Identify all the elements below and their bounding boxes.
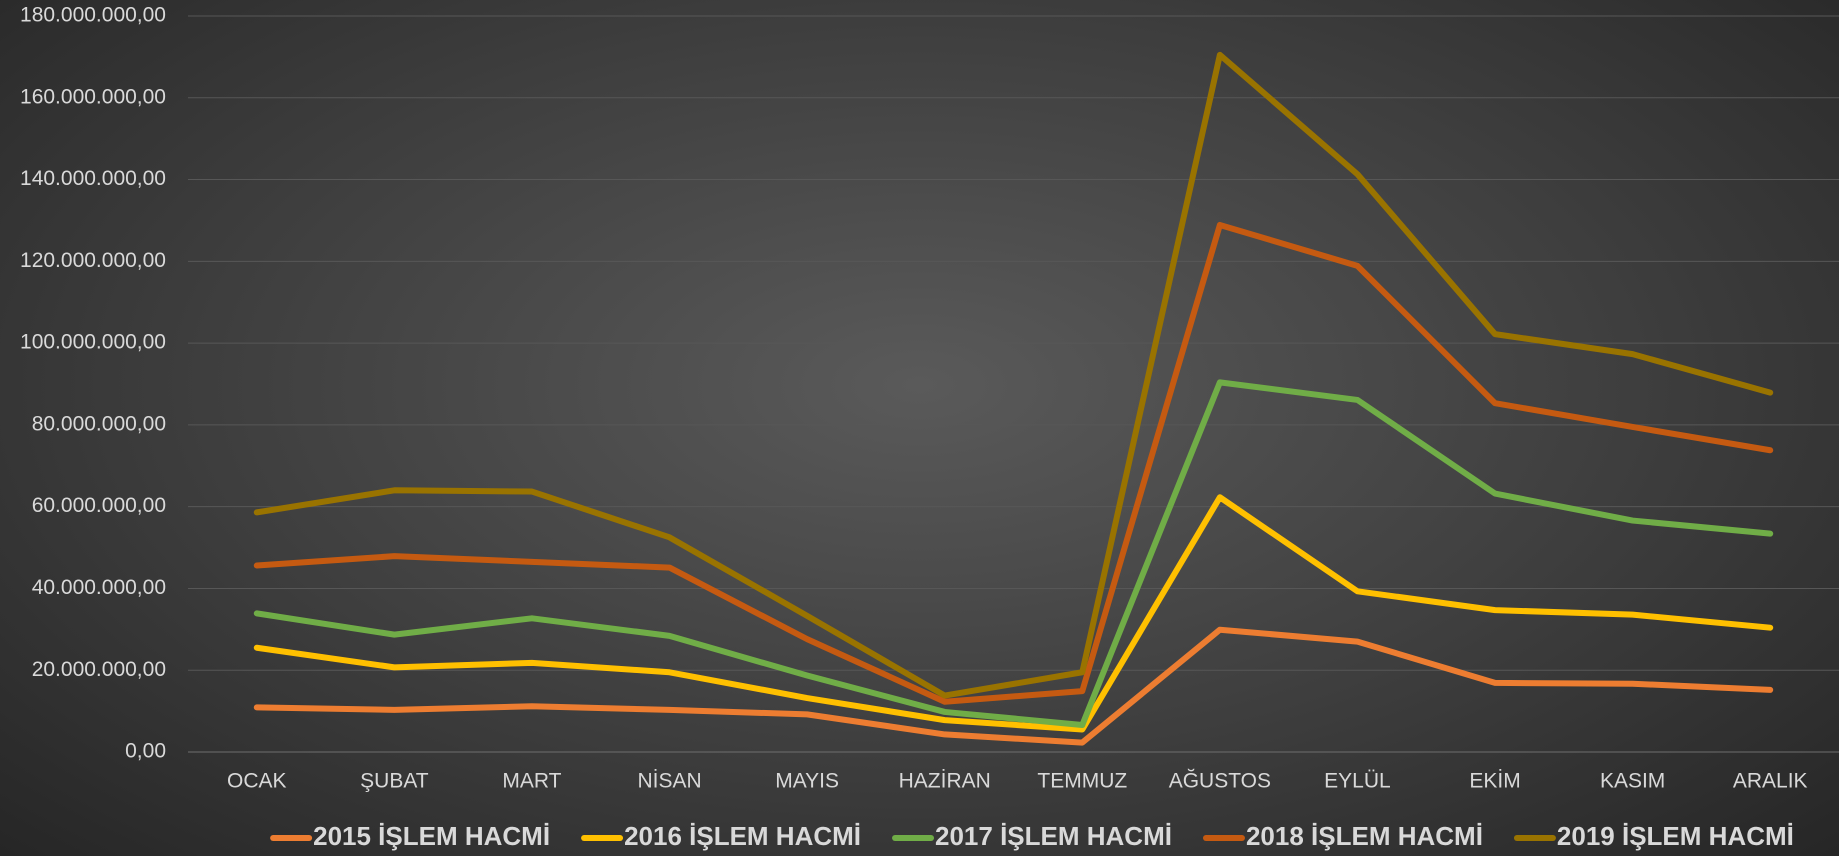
series-line — [253, 626, 1774, 746]
x-tick-label: ŞUBAT — [360, 770, 429, 793]
y-tick-label: 180.000.000,00 — [20, 4, 166, 27]
series-line — [253, 51, 1774, 699]
series-line — [253, 221, 1774, 705]
x-tick-label: NİSAN — [637, 770, 701, 793]
legend-label: 2017 İŞLEM HACMİ — [935, 821, 1172, 851]
y-tick-label: 60.000.000,00 — [32, 494, 166, 517]
x-tick-label: ARALIK — [1733, 770, 1808, 793]
y-tick-label: 120.000.000,00 — [20, 249, 166, 272]
y-tick-label: 160.000.000,00 — [20, 85, 166, 108]
x-tick-label: EKİM — [1469, 770, 1520, 793]
x-tick-label: AĞUSTOS — [1169, 770, 1271, 793]
legend-label: 2016 İŞLEM HACMİ — [624, 821, 861, 851]
series-line — [253, 494, 1774, 733]
y-tick-label: 100.000.000,00 — [20, 331, 166, 354]
x-tick-label: TEMMUZ — [1037, 770, 1127, 793]
x-tick-label: OCAK — [227, 770, 287, 793]
series-line — [253, 379, 1774, 729]
y-tick-label: 0,00 — [125, 740, 166, 763]
legend-label: 2018 İŞLEM HACMİ — [1246, 821, 1483, 851]
y-tick-label: 140.000.000,00 — [20, 167, 166, 190]
y-tick-label: 40.000.000,00 — [32, 576, 166, 599]
x-tick-label: EYLÜL — [1324, 770, 1391, 793]
x-tick-label: KASIM — [1600, 770, 1665, 793]
x-tick-label: MAYIS — [775, 770, 839, 793]
x-tick-label: MART — [502, 770, 561, 793]
legend-label: 2019 İŞLEM HACMİ — [1557, 821, 1794, 851]
legend-label: 2015 İŞLEM HACMİ — [313, 821, 550, 851]
y-tick-label: 20.000.000,00 — [32, 658, 166, 681]
y-tick-label: 80.000.000,00 — [32, 412, 166, 435]
x-tick-label: HAZİRAN — [899, 770, 991, 793]
